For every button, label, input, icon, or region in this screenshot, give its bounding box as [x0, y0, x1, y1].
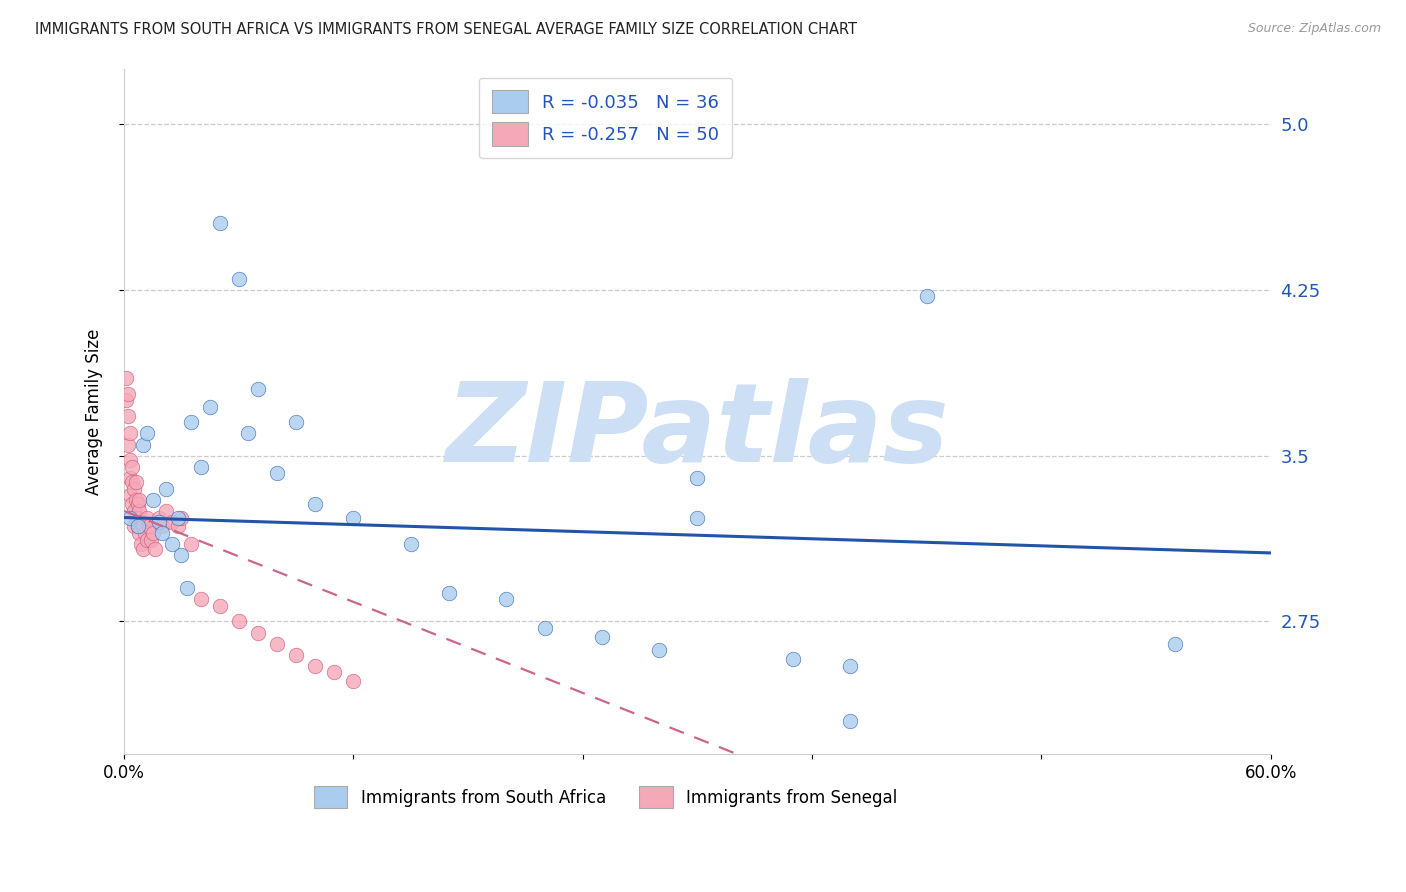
Point — [124, 492, 146, 507]
Point — [266, 637, 288, 651]
Point — [132, 519, 155, 533]
Point — [304, 497, 326, 511]
Point — [138, 519, 160, 533]
Text: Source: ZipAtlas.com: Source: ZipAtlas.com — [1247, 22, 1381, 36]
Point — [132, 541, 155, 556]
Point — [117, 386, 139, 401]
Legend: Immigrants from South Africa, Immigrants from Senegal: Immigrants from South Africa, Immigrants… — [308, 780, 904, 814]
Text: ZIPatlas: ZIPatlas — [446, 378, 949, 485]
Point — [155, 482, 177, 496]
Point — [591, 630, 613, 644]
Point — [266, 467, 288, 481]
Point — [180, 416, 202, 430]
Point — [285, 648, 308, 662]
Point — [115, 393, 138, 408]
Point — [686, 510, 709, 524]
Point — [148, 515, 170, 529]
Point — [342, 510, 364, 524]
Point — [150, 526, 173, 541]
Point — [399, 537, 422, 551]
Point — [238, 426, 260, 441]
Point — [686, 471, 709, 485]
Point — [127, 519, 149, 533]
Point — [190, 592, 212, 607]
Point — [121, 475, 143, 490]
Point — [190, 459, 212, 474]
Point — [160, 515, 183, 529]
Point — [246, 382, 269, 396]
Point — [304, 658, 326, 673]
Point — [118, 426, 141, 441]
Point — [131, 515, 153, 529]
Point — [170, 510, 193, 524]
Point — [228, 615, 250, 629]
Point — [150, 519, 173, 533]
Point — [121, 497, 143, 511]
Point — [127, 497, 149, 511]
Point — [166, 510, 188, 524]
Point — [118, 471, 141, 485]
Point — [143, 541, 166, 556]
Point — [131, 537, 153, 551]
Point — [782, 652, 804, 666]
Point — [839, 658, 862, 673]
Point — [839, 714, 862, 728]
Point — [118, 453, 141, 467]
Point — [136, 533, 159, 547]
Point — [117, 437, 139, 451]
Point — [437, 586, 460, 600]
Point — [122, 482, 145, 496]
Point — [122, 519, 145, 533]
Point — [127, 519, 149, 533]
Point — [128, 526, 150, 541]
Text: IMMIGRANTS FROM SOUTH AFRICA VS IMMIGRANTS FROM SENEGAL AVERAGE FAMILY SIZE CORR: IMMIGRANTS FROM SOUTH AFRICA VS IMMIGRAN… — [35, 22, 858, 37]
Point — [228, 271, 250, 285]
Point — [198, 400, 221, 414]
Point — [134, 526, 156, 541]
Point — [285, 416, 308, 430]
Point — [323, 665, 346, 680]
Point — [118, 488, 141, 502]
Point — [121, 459, 143, 474]
Point — [148, 510, 170, 524]
Point — [136, 510, 159, 524]
Point — [648, 643, 671, 657]
Point — [208, 216, 231, 230]
Point — [128, 504, 150, 518]
Point — [142, 492, 165, 507]
Point — [132, 437, 155, 451]
Point — [117, 409, 139, 423]
Point — [122, 504, 145, 518]
Point — [155, 504, 177, 518]
Point — [533, 621, 555, 635]
Point — [176, 582, 198, 596]
Point — [115, 371, 138, 385]
Y-axis label: Average Family Size: Average Family Size — [86, 328, 103, 494]
Point — [124, 475, 146, 490]
Point — [136, 426, 159, 441]
Point — [180, 537, 202, 551]
Point — [915, 289, 938, 303]
Point — [246, 625, 269, 640]
Point — [128, 492, 150, 507]
Point — [166, 519, 188, 533]
Point — [139, 533, 162, 547]
Point — [118, 510, 141, 524]
Point — [170, 548, 193, 562]
Point — [342, 674, 364, 689]
Point — [1164, 637, 1187, 651]
Point — [495, 592, 517, 607]
Point — [124, 510, 146, 524]
Point — [208, 599, 231, 613]
Point — [142, 526, 165, 541]
Point — [160, 537, 183, 551]
